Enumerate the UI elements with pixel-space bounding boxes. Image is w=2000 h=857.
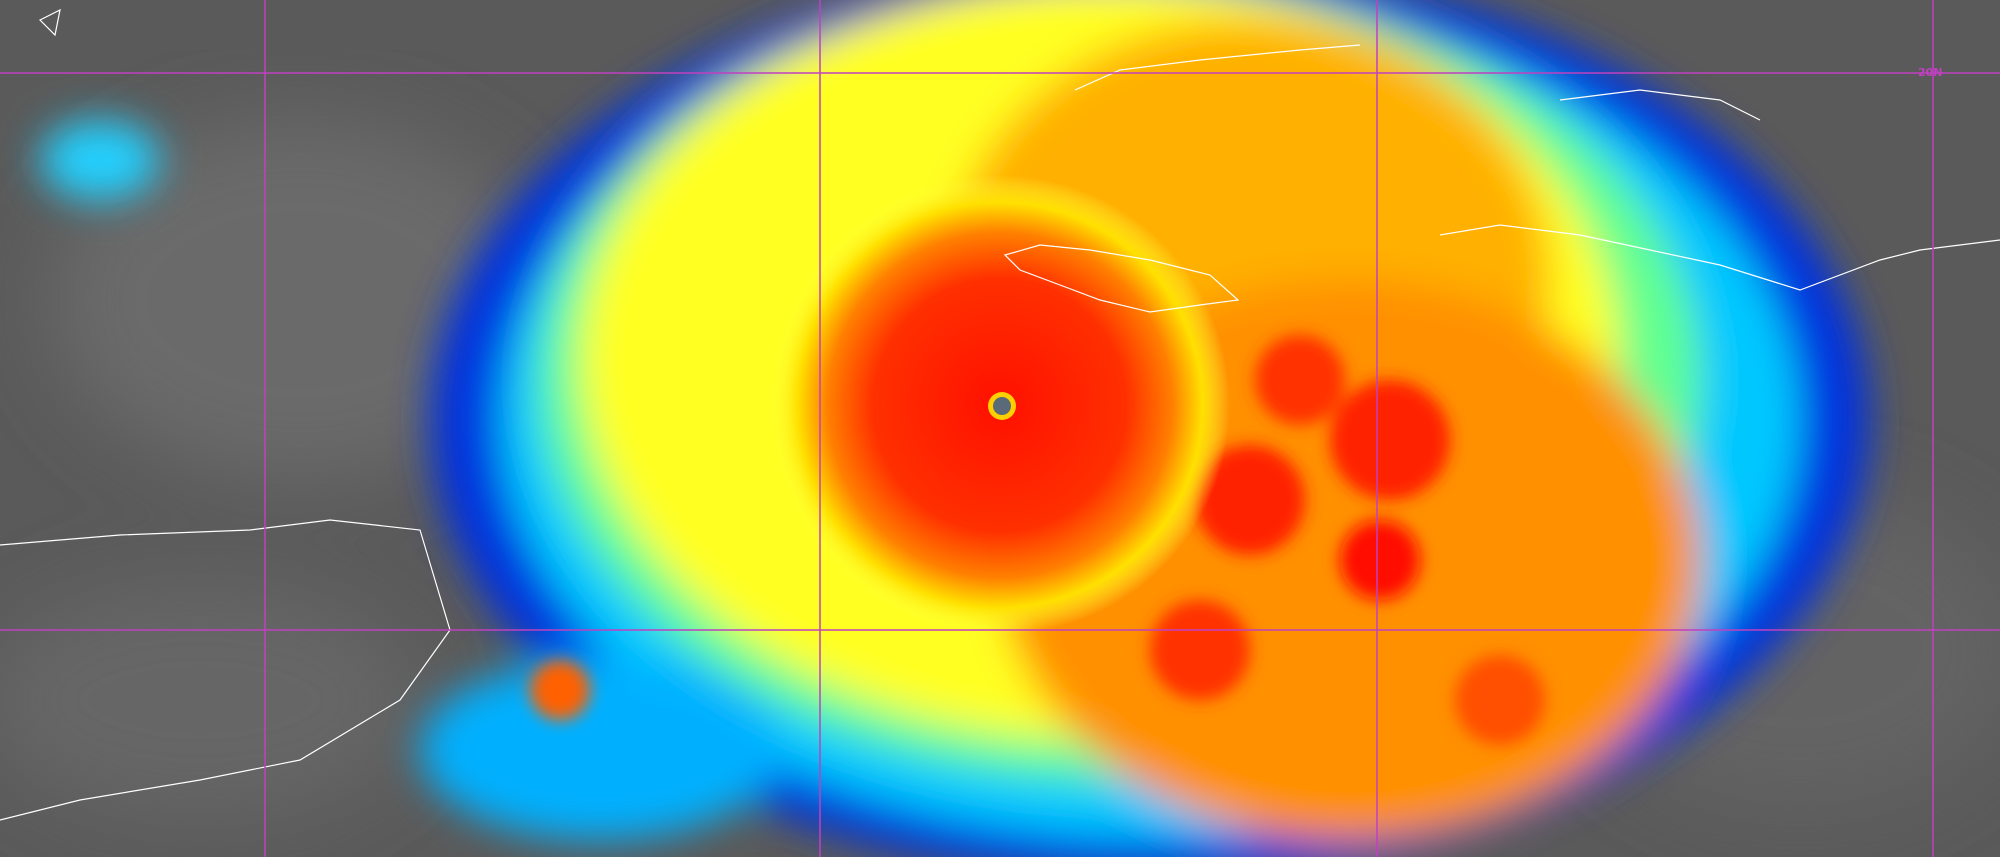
coastline-jamaica <box>1003 244 1240 313</box>
coastline-hispaniola <box>1439 224 2000 291</box>
coastline-haiti-north <box>1559 89 1761 121</box>
hurricane-eye <box>993 397 1011 415</box>
coastline-cayman <box>38 8 61 37</box>
coastline-cuba <box>1074 44 1361 91</box>
latitude-label-20n: 20N <box>1918 66 1943 79</box>
convective-cells <box>530 335 1545 745</box>
